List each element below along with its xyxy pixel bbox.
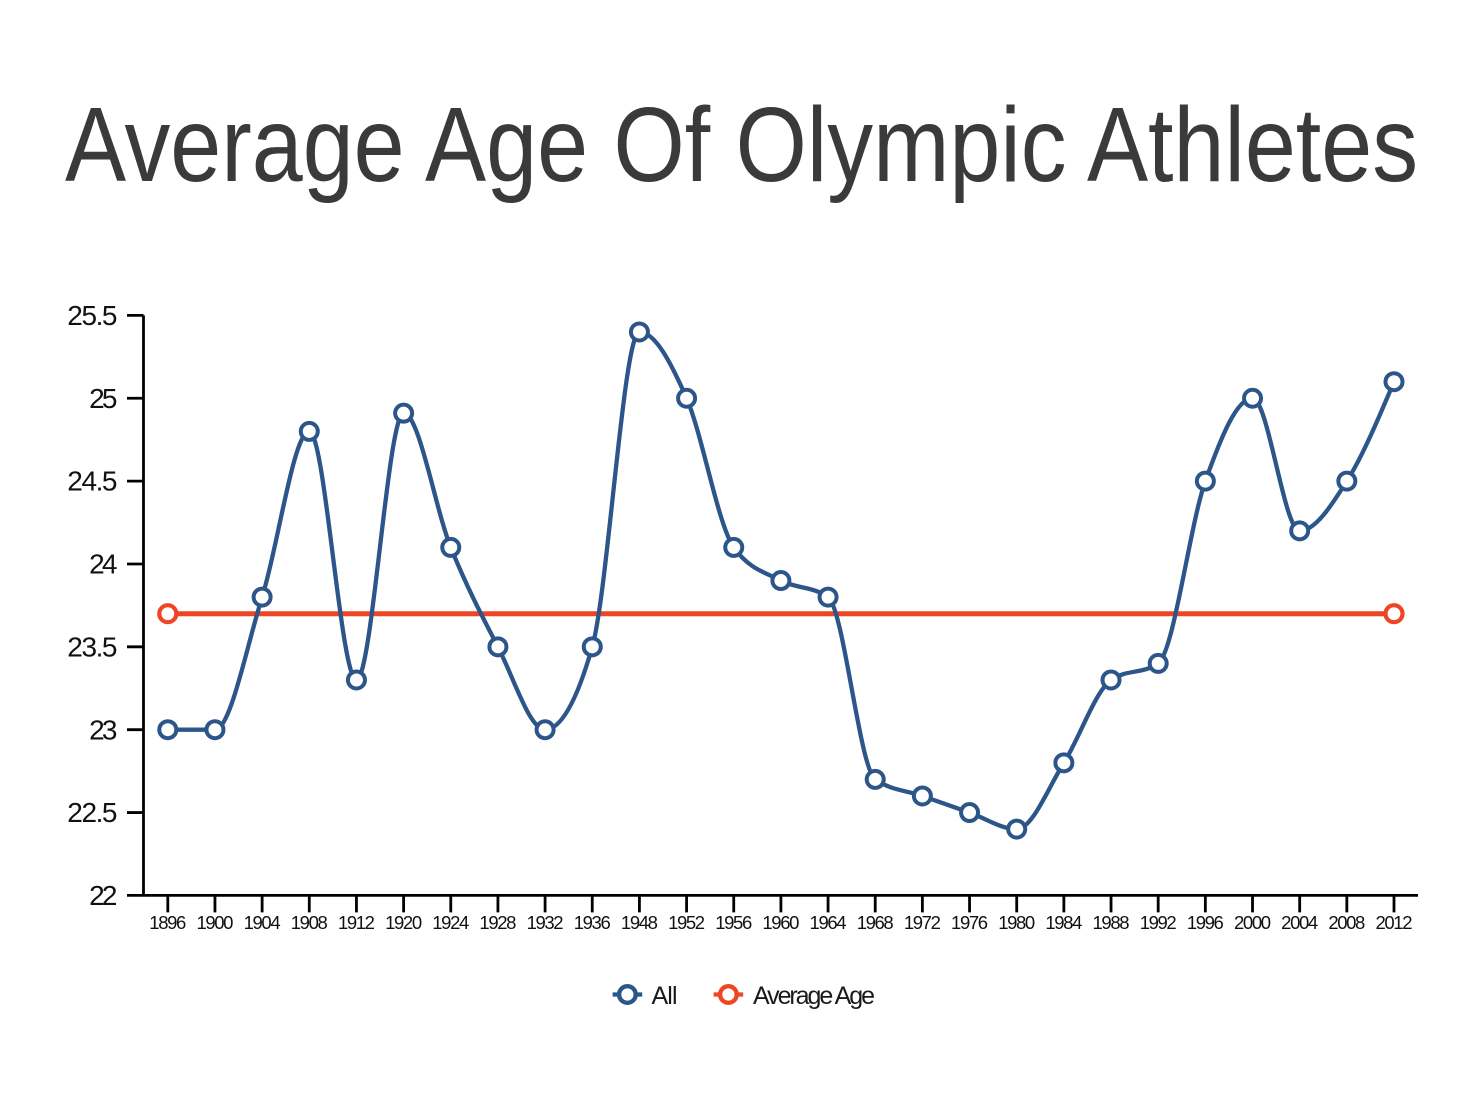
svg-text:23.5: 23.5 [67,631,117,662]
svg-text:1972: 1972 [904,912,941,933]
svg-text:22: 22 [89,880,117,911]
svg-text:1936: 1936 [574,912,611,933]
svg-text:1992: 1992 [1140,912,1177,933]
svg-text:2000: 2000 [1234,912,1271,933]
svg-text:1960: 1960 [762,912,799,933]
svg-text:1924: 1924 [432,912,469,933]
svg-text:1984: 1984 [1045,912,1082,933]
svg-text:1908: 1908 [291,912,328,933]
svg-text:1952: 1952 [668,912,705,933]
svg-text:1980: 1980 [998,912,1035,933]
svg-text:25: 25 [89,383,117,414]
svg-text:1900: 1900 [196,912,233,933]
svg-text:1948: 1948 [621,912,658,933]
svg-text:1956: 1956 [715,912,752,933]
svg-text:1996: 1996 [1187,912,1224,933]
svg-text:1896: 1896 [149,912,186,933]
svg-text:1928: 1928 [479,912,516,933]
svg-text:24: 24 [89,549,117,580]
svg-text:23: 23 [89,714,117,745]
svg-text:1976: 1976 [951,912,988,933]
svg-text:1988: 1988 [1093,912,1130,933]
svg-text:All: All [652,982,678,1010]
svg-text:1968: 1968 [857,912,894,933]
svg-text:Average Age: Average Age [753,982,875,1010]
svg-text:24.5: 24.5 [67,466,117,497]
svg-text:Average Age Of Olympic Athlete: Average Age Of Olympic Athletes [65,86,1418,204]
svg-text:1964: 1964 [810,912,847,933]
svg-text:1932: 1932 [527,912,564,933]
svg-text:22.5: 22.5 [67,797,117,828]
svg-text:2012: 2012 [1376,912,1413,933]
svg-text:1904: 1904 [244,912,281,933]
svg-text:1920: 1920 [385,912,422,933]
svg-text:1912: 1912 [338,912,375,933]
svg-text:25.5: 25.5 [67,300,117,331]
svg-text:2008: 2008 [1328,912,1365,933]
svg-text:2004: 2004 [1281,912,1318,933]
